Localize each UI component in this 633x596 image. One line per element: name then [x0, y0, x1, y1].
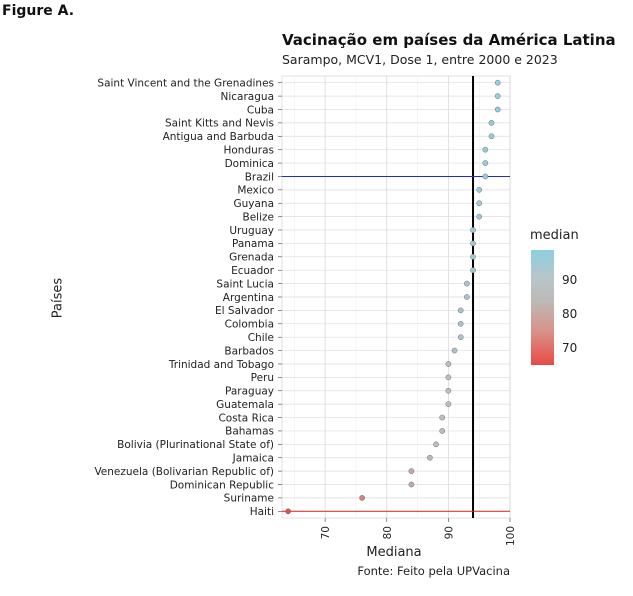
- data-point: [285, 508, 292, 515]
- y-tick-label: Saint Lucia: [216, 278, 274, 290]
- y-tick-labels: Saint Vincent and the Grenadines Nicaragu…: [94, 77, 282, 518]
- x-tick-labels: 70 80 90 100: [320, 518, 517, 546]
- y-tick-label: Colombia: [225, 319, 274, 331]
- y-tick-label: Saint Vincent and the Grenadines: [97, 77, 274, 89]
- y-tick-label: Uruguay: [229, 225, 274, 237]
- x-axis-label: Mediana: [366, 545, 422, 560]
- data-point: [482, 160, 489, 166]
- y-tick-label: Venezuela (Bolivarian Republic of): [94, 466, 274, 478]
- legend-tick-90: 90: [562, 273, 578, 287]
- y-tick-label: Paraguay: [225, 386, 274, 398]
- y-tick-label: Ecuador: [231, 265, 275, 277]
- data-point: [457, 307, 464, 314]
- y-tick-label: Guatemala: [216, 399, 274, 411]
- data-point: [427, 454, 433, 461]
- y-tick-label: Belize: [243, 211, 274, 223]
- data-point: [482, 146, 489, 153]
- y-tick-label: Suriname: [224, 493, 274, 505]
- data-point: [464, 280, 470, 287]
- y-tick-label: Peru: [251, 372, 274, 384]
- data-point: [470, 240, 476, 247]
- y-tick-label: Honduras: [223, 144, 274, 156]
- x-tick-label: 100: [505, 526, 517, 546]
- data-point: [457, 320, 464, 327]
- x-tick-label: 90: [443, 526, 455, 539]
- y-tick-label: Bolivia (Plurinational State of): [117, 439, 274, 451]
- data-point: [494, 106, 501, 113]
- data-point: [470, 227, 476, 233]
- data-point: [433, 441, 439, 448]
- data-point: [445, 387, 452, 394]
- data-point: [445, 401, 452, 408]
- legend-tick-70: 70: [562, 341, 578, 355]
- y-tick-label: Trinidad and Tobago: [168, 359, 274, 371]
- y-tick-label: Mexico: [237, 185, 274, 197]
- legend-tick-80: 80: [562, 307, 578, 321]
- y-tick-label: Chile: [248, 332, 274, 344]
- data-points: [285, 79, 501, 515]
- y-tick-label: Argentina: [223, 292, 274, 304]
- data-point: [476, 213, 483, 220]
- y-tick-label: Saint Kitts and Nevis: [165, 118, 274, 130]
- data-point: [408, 481, 415, 488]
- y-tick-label: Dominica: [225, 158, 274, 170]
- y-tick-label: Guyana: [233, 198, 274, 210]
- x-tick-label: 70: [320, 526, 332, 539]
- legend-title: median: [530, 228, 579, 243]
- y-tick-label: Dominican Republic: [170, 479, 275, 491]
- grid-lines: [281, 75, 511, 519]
- chart-title: Vacinação em países da América Latina: [282, 31, 616, 49]
- legend-color-bar: [531, 250, 554, 365]
- x-tick-label: 80: [382, 526, 394, 539]
- y-tick-label: Haiti: [250, 506, 274, 518]
- data-point: [439, 428, 446, 434]
- y-tick-label: Antigua and Barbuda: [163, 131, 274, 143]
- data-point: [494, 79, 501, 86]
- data-point: [488, 133, 495, 140]
- y-tick-label: Jamaica: [232, 453, 274, 465]
- data-point: [470, 253, 476, 260]
- data-point: [445, 374, 452, 381]
- data-point: [451, 347, 458, 354]
- y-tick-label: Brazil: [245, 171, 274, 183]
- y-tick-label: Costa Rica: [218, 412, 274, 424]
- data-point: [470, 267, 476, 274]
- y-tick-label: Barbados: [224, 345, 274, 357]
- data-point: [464, 294, 470, 300]
- y-axis-label: Países: [50, 277, 66, 319]
- chart-caption: Fonte: Feito pela UPVacina: [357, 564, 510, 578]
- data-point: [476, 200, 483, 207]
- data-point: [408, 468, 415, 474]
- data-point: [445, 361, 452, 367]
- data-point: [488, 120, 495, 126]
- chart-subtitle: Sarampo, MCV1, Dose 1, entre 2000 e 2023: [282, 52, 558, 67]
- y-tick-label: Grenada: [229, 252, 274, 264]
- reference-lines: [282, 76, 510, 518]
- data-point: [359, 495, 365, 501]
- data-point: [476, 186, 483, 193]
- figure-label: Figure A.: [2, 3, 75, 19]
- data-point: [439, 414, 446, 421]
- y-tick-label: Panama: [232, 238, 274, 250]
- y-tick-label: Nicaragua: [221, 91, 274, 103]
- data-point: [482, 173, 489, 180]
- y-tick-label: Cuba: [247, 104, 274, 116]
- data-point: [457, 334, 464, 341]
- data-point: [494, 93, 501, 99]
- y-tick-label: El Salvador: [215, 305, 275, 317]
- y-tick-label: Bahamas: [225, 426, 274, 438]
